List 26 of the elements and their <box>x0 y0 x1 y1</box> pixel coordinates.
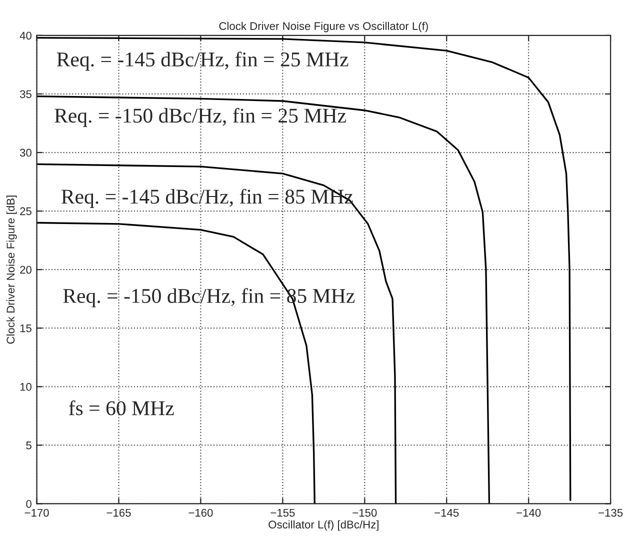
y-tick-label: 25 <box>20 207 32 216</box>
line-series <box>36 163 397 504</box>
x-tick-label: −170 <box>24 508 49 517</box>
x-tick-label: −160 <box>188 508 213 517</box>
line-series <box>36 36 572 502</box>
y-tick-label: 15 <box>20 324 32 332</box>
line-series <box>36 95 490 504</box>
x-tick-label: −135 <box>598 508 623 517</box>
chart-title: Clock Driver Noise Figure vs Oscillator L(f) <box>219 22 428 32</box>
annotation: fs = 60 MHz <box>68 400 174 416</box>
y-tick-label: 40 <box>20 32 32 40</box>
y-axis-title: Clock Driver Noise Figure [dB] <box>6 196 17 344</box>
x-axis-title: Oscillator L(f) [dBc/Hz] <box>268 520 378 531</box>
y-tick-label: 35 <box>20 90 32 98</box>
x-tick-label: −145 <box>434 508 459 517</box>
x-tick-label: −150 <box>352 508 377 517</box>
y-tick-label: 10 <box>20 382 32 391</box>
y-tick-label: 20 <box>20 266 32 274</box>
y-tick-label: 0 <box>26 500 32 508</box>
annotation: Req. = -145 dBc/Hz, fin = 25 MHz <box>56 52 348 71</box>
x-tick-label: −140 <box>516 508 541 517</box>
x-tick-label: −155 <box>270 508 295 517</box>
y-tick-label: 30 <box>20 148 32 157</box>
y-tick-label: 5 <box>26 442 32 450</box>
annotation: Req. = -150 dBc/Hz, fin = 25 MHz <box>54 108 346 127</box>
x-tick-label: −165 <box>106 508 131 517</box>
